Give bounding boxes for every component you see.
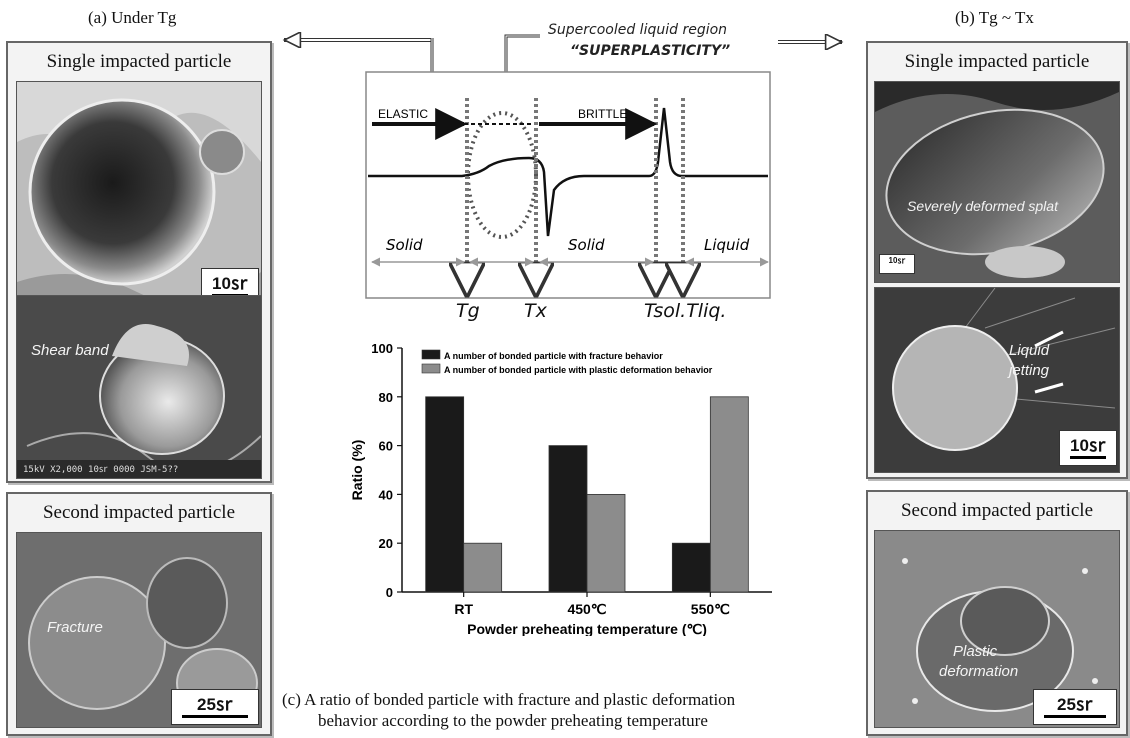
bar-plastic (463, 542, 503, 593)
x-tick-label: 550℃ (691, 601, 730, 617)
header-left: (a) Under Tg (88, 8, 177, 27)
right-second-title: Second impacted particle (900, 500, 1094, 521)
right-second-panel: Second impacted particle Plastic deforma… (866, 490, 1128, 736)
y-tick-label: 60 (379, 439, 393, 454)
scale-label: 10㏛ (1070, 436, 1106, 455)
y-tick-label: 80 (379, 390, 393, 405)
scale-bar-b-second: 25㏛ (1033, 689, 1117, 725)
caption-line2: behavior according to the powder preheat… (318, 711, 708, 730)
x-tick-label: RT (454, 601, 473, 617)
y-tick-label: 0 (386, 585, 393, 600)
header-center-2: “SUPERPLASTICITY” (570, 43, 731, 59)
scale-label: 10㏛ (212, 274, 248, 293)
legend-label: A number of bonded particle with plastic… (444, 365, 713, 375)
left-second-title: Second impacted particle (42, 502, 236, 523)
bar-chart: 0 20 40 60 80 100 RT 450℃ 550℃ Ratio (%) Powder pr… (336, 336, 778, 637)
scale-label: 25㏛ (1057, 695, 1093, 714)
liquid-label: Liquid (704, 236, 750, 254)
tx-label: Tx (524, 300, 547, 322)
scale-label: 10㏛ (888, 256, 906, 265)
sem-image-a-single: 10㏛ (16, 81, 262, 327)
sem-image-a-shear: Shear band 15kV X2,000 10㏛ 0000 JSM-5?? (16, 295, 262, 479)
elastic-label: ELASTIC (378, 107, 428, 121)
chart-svg: 0 20 40 60 80 100 RT 450℃ 550℃ Ratio (%) Powder pr… (349, 341, 772, 637)
y-axis-title: Ratio (%) (349, 440, 365, 501)
left-second-panel: Second impacted particle Fracture 25㏛ (6, 492, 272, 736)
scale-bar-a-second: 25㏛ (171, 689, 259, 725)
bar-fracture (548, 445, 588, 593)
right-single-panel: Single impacted particle Severely deform… (866, 41, 1128, 479)
sem-image-a-second: Fracture 25㏛ (16, 532, 262, 728)
splat-label: Severely deformed splat (907, 198, 1058, 214)
legend-swatch (421, 363, 441, 374)
tsol-text: Tsol. (644, 300, 687, 322)
header-right: (b) Tg ~ Tx (955, 8, 1034, 27)
left-single-title: Single impacted particle (46, 51, 232, 72)
caption-line1: (c) A ratio of bonded particle with frac… (282, 690, 736, 709)
sem-image-b-jetting: Liquid jetting 10㏛ (874, 287, 1120, 473)
legend-swatch (421, 349, 441, 360)
plastic-label-1: Plastic (953, 643, 998, 660)
plastic-label-2: deformation (939, 663, 1019, 680)
x-axis-title: Powder preheating temperature (℃) (467, 621, 707, 636)
tg-label: Tg (456, 300, 480, 322)
bar-plastic (709, 396, 749, 593)
brittle-label: BRITTLE (578, 107, 627, 121)
scale-label: 25㏛ (197, 695, 233, 714)
tliq-text: Tliq. (686, 300, 727, 322)
shear-band-label: Shear band (31, 342, 109, 359)
tsol-label: Tsol.Tliq. (644, 300, 726, 322)
scale-bar-b-small: 10㏛ (879, 254, 915, 274)
sem-image-b-single: Severely deformed splat 10㏛ (874, 81, 1120, 283)
header-center-1: Supercooled liquid region (548, 22, 728, 38)
sem-footer: 15kV X2,000 10㏛ 0000 JSM-5?? (23, 465, 179, 475)
y-tick-label: 20 (379, 536, 393, 551)
x-tick-label: 450℃ (567, 601, 606, 617)
bar-plastic (586, 493, 626, 593)
sem-image-b-second: Plastic deformation 25㏛ (874, 530, 1120, 728)
scale-bar-b-jetting: 10㏛ (1059, 430, 1117, 466)
dsc-diagram: ELASTIC BRITTLE Solid Solid Liquid (364, 70, 776, 306)
left-single-panel: Single impacted particle 10㏛ (6, 41, 272, 483)
bar-fracture (671, 542, 711, 593)
y-tick-label: 100 (371, 341, 393, 356)
bar-fracture (425, 396, 465, 593)
right-single-title: Single impacted particle (904, 51, 1090, 72)
solid-label-1: Solid (386, 236, 423, 254)
y-tick-label: 40 (379, 487, 393, 502)
jetting-label-2: jetting (1009, 362, 1050, 379)
jetting-label-1: Liquid (1009, 342, 1050, 359)
legend-label: A number of bonded particle with fractur… (444, 351, 663, 361)
solid-label-2: Solid (568, 236, 605, 254)
fracture-label: Fracture (47, 619, 103, 636)
